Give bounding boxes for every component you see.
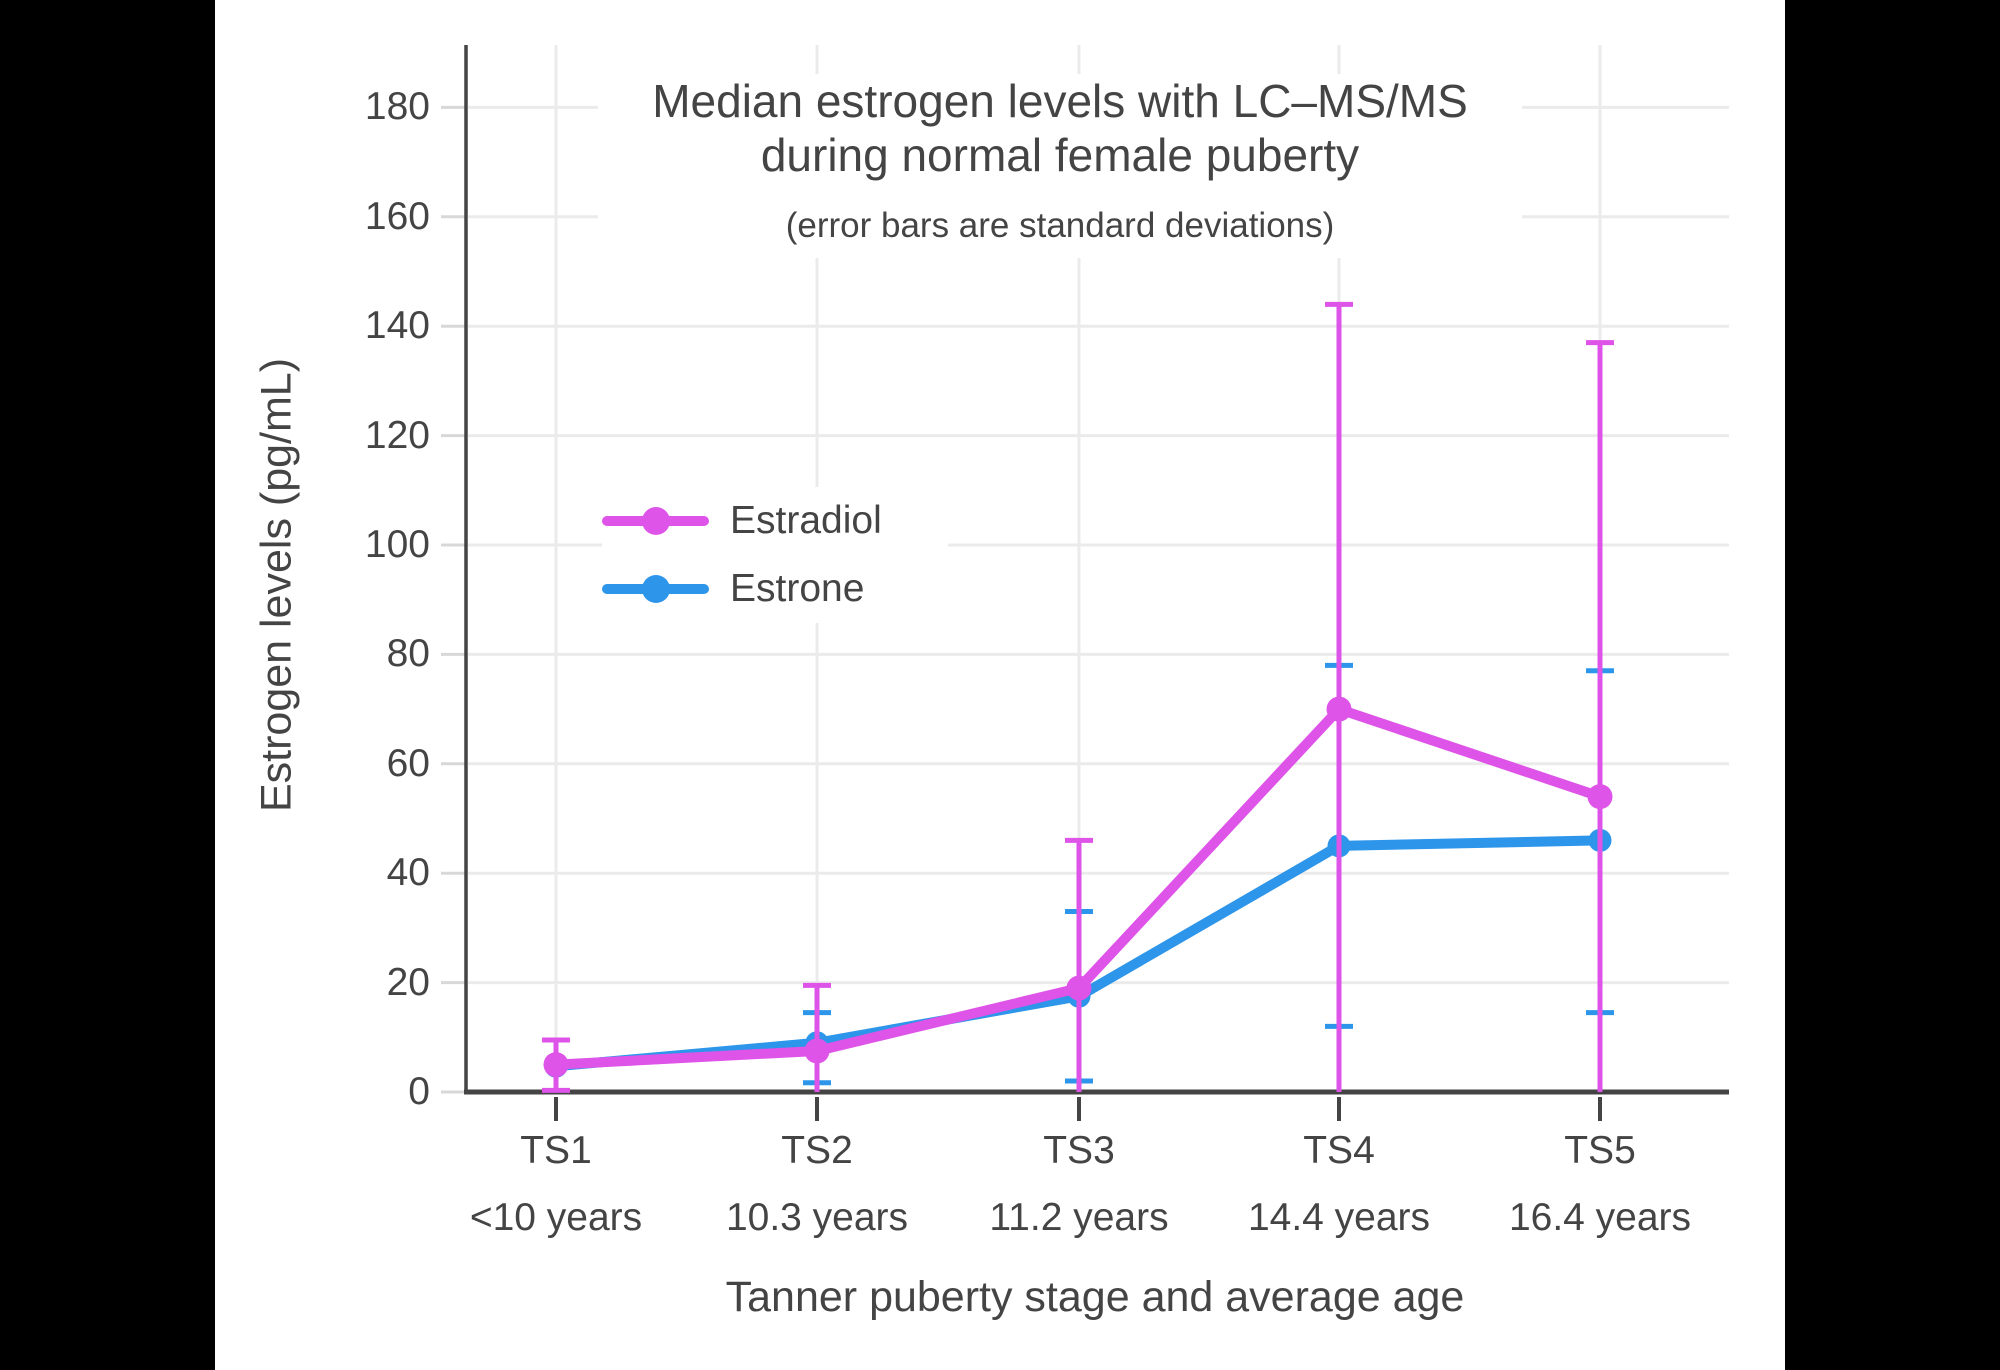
x-axis-title: Tanner puberty stage and average age bbox=[725, 1273, 1465, 1321]
legend: Estradiol Estrone bbox=[602, 487, 948, 623]
y-tick-label-180: 180 bbox=[364, 85, 430, 129]
chart-subtitle: (error bars are standard deviations) bbox=[785, 206, 1335, 245]
y-tick-label-160: 160 bbox=[364, 194, 430, 238]
chart-title-block: Median estrogen levels with LC–MS/MS dur… bbox=[598, 74, 1522, 258]
x-tick-label-TS3: TS3 bbox=[1043, 1129, 1115, 1172]
legend-dot-swatch bbox=[641, 507, 670, 535]
estradiol-point-TS3 bbox=[1066, 975, 1092, 1001]
legend-label-estradiol: Estradiol bbox=[730, 499, 882, 542]
legend-item-estrone: Estrone bbox=[602, 555, 948, 623]
y-tick-label-20: 20 bbox=[386, 960, 430, 1004]
y-tick-label-80: 80 bbox=[386, 632, 430, 676]
estradiol-point-TS1 bbox=[543, 1052, 569, 1078]
x-tick-label-TS2: TS2 bbox=[781, 1129, 853, 1172]
x-tick-label-TS4: TS4 bbox=[1303, 1129, 1375, 1172]
estradiol-point-TS5 bbox=[1587, 784, 1613, 810]
chart-title-line2: during normal female puberty bbox=[760, 129, 1360, 181]
chart-title-line1: Median estrogen levels with LC–MS/MS bbox=[652, 75, 1468, 127]
legend-label-estrone: Estrone bbox=[730, 567, 865, 610]
x-age-label-TS1: <10 years bbox=[469, 1196, 643, 1239]
legend-item-estradiol: Estradiol bbox=[602, 487, 948, 555]
y-tick-label-140: 140 bbox=[364, 304, 430, 348]
y-tick-label-40: 40 bbox=[386, 851, 430, 895]
x-tick-label-TS1: TS1 bbox=[520, 1129, 592, 1172]
x-age-label-TS3: 11.2 years bbox=[989, 1196, 1169, 1239]
x-age-label-TS2: 10.3 years bbox=[725, 1196, 909, 1239]
y-tick-label-60: 60 bbox=[386, 741, 430, 785]
y-tick-label-120: 120 bbox=[364, 413, 430, 457]
y-tick-label-100: 100 bbox=[364, 523, 430, 566]
x-age-label-TS4: 14.4 years bbox=[1247, 1196, 1431, 1239]
legend-dot-swatch bbox=[641, 575, 670, 603]
estradiol-point-TS2 bbox=[804, 1038, 830, 1064]
estradiol-point-TS4 bbox=[1326, 696, 1352, 722]
x-tick-label-TS5: TS5 bbox=[1564, 1129, 1636, 1172]
legend-marker-estrone bbox=[602, 555, 709, 623]
legend-marker-estradiol bbox=[602, 487, 709, 555]
y-tick-label-0: 0 bbox=[408, 1070, 430, 1113]
x-age-label-TS5: 16.4 years bbox=[1508, 1196, 1692, 1239]
